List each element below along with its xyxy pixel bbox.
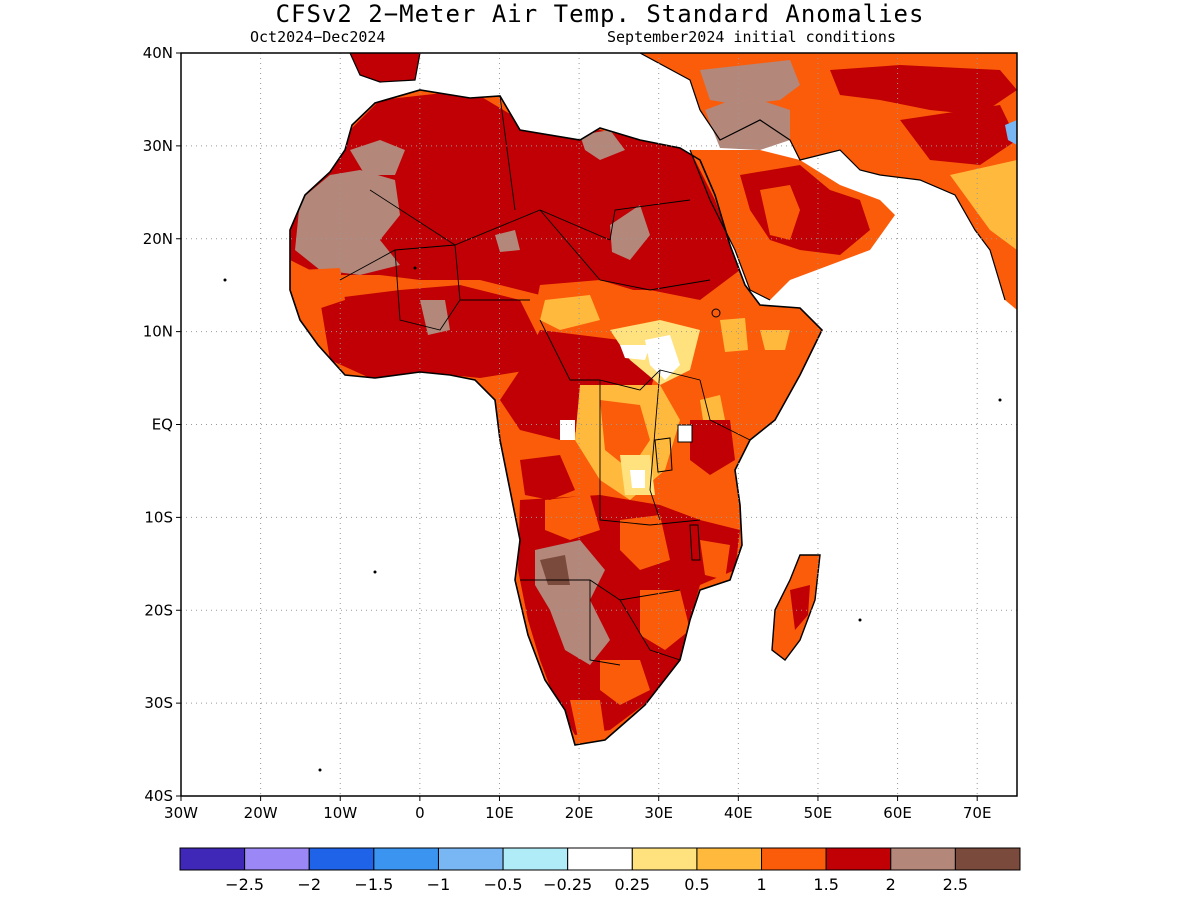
lat-tick-label: 20N (143, 230, 173, 248)
colorbar-swatch (696, 847, 763, 871)
lon-tick-label: 20W (244, 804, 278, 822)
colorbar-swatch (631, 847, 698, 871)
lon-tick-label: 70E (963, 804, 992, 822)
lon-tick-label: 10E (485, 804, 514, 822)
colorbar-label: −1.5 (354, 875, 393, 894)
colorbar-labels: −2.5 −2 −1.5 −1 −0.5 −0.25 0.25 0.5 1 1.5 2 2.5 (225, 875, 968, 894)
lon-tick-label: 60E (883, 804, 912, 822)
colorbar-swatch (890, 847, 956, 871)
lon-tick-label: 30E (644, 804, 673, 822)
colorbar-label: 1.5 (813, 875, 838, 894)
colorbar-swatch (179, 847, 246, 871)
colorbar-swatch (954, 847, 1021, 871)
colorbar-swatch (502, 847, 569, 871)
lon-tick-label: 40E (724, 804, 753, 822)
lat-tick-label: 30N (143, 137, 173, 155)
colorbar-label: 0.5 (684, 875, 709, 894)
colorbar-swatch (373, 847, 439, 871)
lat-tick-labels: 40N 30N 20N 10N EQ 10S 20S 30S 40S (143, 44, 181, 805)
europe-land (350, 53, 420, 82)
lat-tick-label: 40S (144, 787, 173, 805)
lon-tick-label: 30W (164, 804, 198, 822)
colorbar-swatch (308, 847, 375, 871)
lon-tick-label: 20E (565, 804, 594, 822)
colorbar-label: 0.25 (614, 875, 650, 894)
lat-tick-label: 30S (144, 694, 173, 712)
lon-tick-label: 10W (323, 804, 357, 822)
lat-tick-label: 10S (144, 508, 173, 526)
country-borders (339, 95, 751, 666)
colorbar-swatch (437, 847, 504, 871)
colorbar-label: 2 (886, 875, 896, 894)
colorbar-swatch (244, 847, 310, 871)
colorbar-label: −0.25 (543, 875, 592, 894)
lat-tick-label: 40N (143, 44, 173, 62)
colorbar-swatch (567, 847, 633, 871)
colorbar-label: −2.5 (225, 875, 264, 894)
colorbar-swatch (761, 847, 827, 871)
lat-tick-label: 20S (144, 601, 173, 619)
map-title: CFSv2 2−Meter Air Temp. Standard Anomali… (275, 0, 925, 28)
colorbar-swatch (825, 847, 892, 871)
initial-conditions: September2024 initial conditions (607, 28, 896, 46)
lon-tick-label: 50E (804, 804, 833, 822)
colorbar-label: 1 (756, 875, 766, 894)
lon-tick-label: 0 (415, 804, 425, 822)
lon-tick-labels: 30W 20W 10W 0 10E 20E 30E 40E 50E 60E 70E (164, 796, 991, 822)
lat-tick-label: 10N (143, 323, 173, 341)
colorbar-label: −1 (427, 875, 451, 894)
colorbar-label: −0.5 (484, 875, 523, 894)
forecast-period: Oct2024−Dec2024 (250, 28, 386, 46)
lat-tick-label: EQ (152, 416, 173, 434)
colorbar-label: 2.5 (943, 875, 968, 894)
colorbar-legend (179, 847, 1021, 871)
colorbar-label: −2 (297, 875, 321, 894)
